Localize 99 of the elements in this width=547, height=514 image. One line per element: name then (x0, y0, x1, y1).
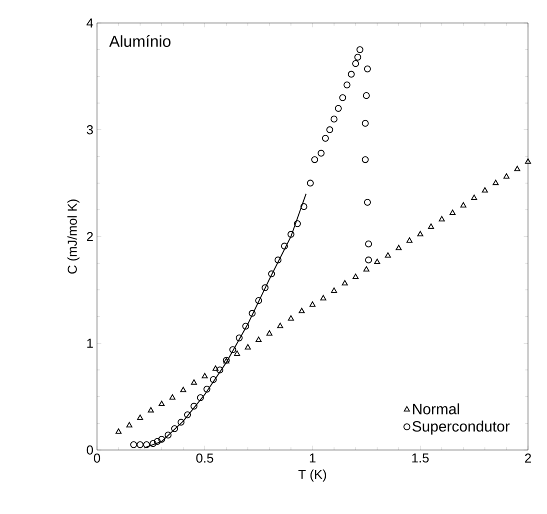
point (524, 158, 532, 164)
point (169, 394, 176, 400)
point (130, 441, 138, 448)
point (126, 422, 132, 428)
y-tick-label: 1 (87, 338, 93, 348)
point (171, 425, 178, 432)
point (348, 70, 355, 78)
point (330, 116, 338, 123)
point (482, 187, 488, 193)
point (137, 414, 144, 420)
point (428, 223, 434, 229)
point (281, 242, 288, 250)
point (344, 81, 350, 88)
point (339, 94, 346, 102)
x-tick-label: 0 (94, 454, 100, 463)
legend-label: Normal (413, 403, 460, 414)
point (242, 322, 250, 330)
point (248, 310, 256, 317)
point (352, 274, 359, 280)
point (331, 288, 338, 293)
point (203, 386, 210, 393)
point (365, 240, 372, 248)
point (396, 244, 402, 250)
point (374, 258, 380, 264)
point (362, 120, 369, 127)
point (158, 436, 166, 443)
x-axis-title: T (K) (298, 470, 326, 482)
point (294, 220, 301, 228)
point (210, 376, 217, 383)
x-tick-label: 1 (310, 454, 316, 462)
point (136, 441, 144, 448)
point (116, 428, 122, 434)
point (197, 394, 204, 402)
point (460, 202, 466, 208)
x-tick-label: 0.5 (196, 454, 214, 463)
point (306, 180, 314, 187)
y-tick-label: 4 (86, 18, 94, 28)
point (212, 365, 219, 371)
point (190, 402, 198, 410)
point (354, 54, 362, 61)
point (229, 346, 236, 354)
point (492, 180, 499, 186)
point (362, 156, 369, 164)
point (503, 173, 510, 179)
point (364, 198, 371, 206)
point (309, 301, 316, 307)
point (190, 379, 198, 385)
point (236, 334, 243, 342)
point (164, 432, 172, 438)
point (417, 230, 424, 236)
point (216, 366, 224, 374)
x-tick-label: 2 (525, 454, 531, 463)
point (352, 60, 360, 67)
point (274, 256, 282, 264)
point (150, 440, 156, 448)
point (178, 418, 184, 426)
point (363, 266, 370, 272)
point (300, 203, 308, 210)
point (365, 256, 372, 264)
point (288, 230, 294, 238)
point (148, 407, 154, 412)
point (288, 315, 294, 321)
annotation: Alumínio (109, 35, 170, 47)
point (364, 65, 371, 72)
point (256, 336, 262, 342)
legend-label: Supercondutor (412, 420, 510, 435)
point (326, 126, 334, 134)
point (244, 344, 251, 350)
point (362, 92, 370, 100)
y-axis-title: C (mJ/mol K) (67, 200, 80, 274)
point (268, 270, 275, 278)
point (180, 386, 186, 392)
point (154, 438, 161, 445)
point (202, 372, 208, 378)
point (406, 237, 413, 243)
point (262, 284, 269, 292)
point (255, 297, 262, 304)
point (298, 308, 305, 314)
point (143, 441, 150, 448)
y-tick-label: 2 (86, 232, 93, 242)
x-tick-label: 1.5 (412, 454, 429, 463)
point (158, 400, 165, 406)
point (184, 411, 191, 418)
point (320, 294, 326, 300)
point (318, 150, 325, 157)
point (334, 104, 342, 112)
point (450, 210, 456, 215)
point (277, 322, 284, 328)
point (471, 194, 478, 200)
point (438, 216, 445, 222)
point (322, 134, 329, 142)
point (514, 166, 520, 172)
y-tick-label: 3 (86, 125, 93, 134)
point (311, 156, 318, 164)
point (356, 46, 364, 54)
point (384, 252, 391, 258)
point (342, 280, 348, 286)
y-tick-label: 0 (86, 445, 93, 455)
point (266, 330, 272, 336)
